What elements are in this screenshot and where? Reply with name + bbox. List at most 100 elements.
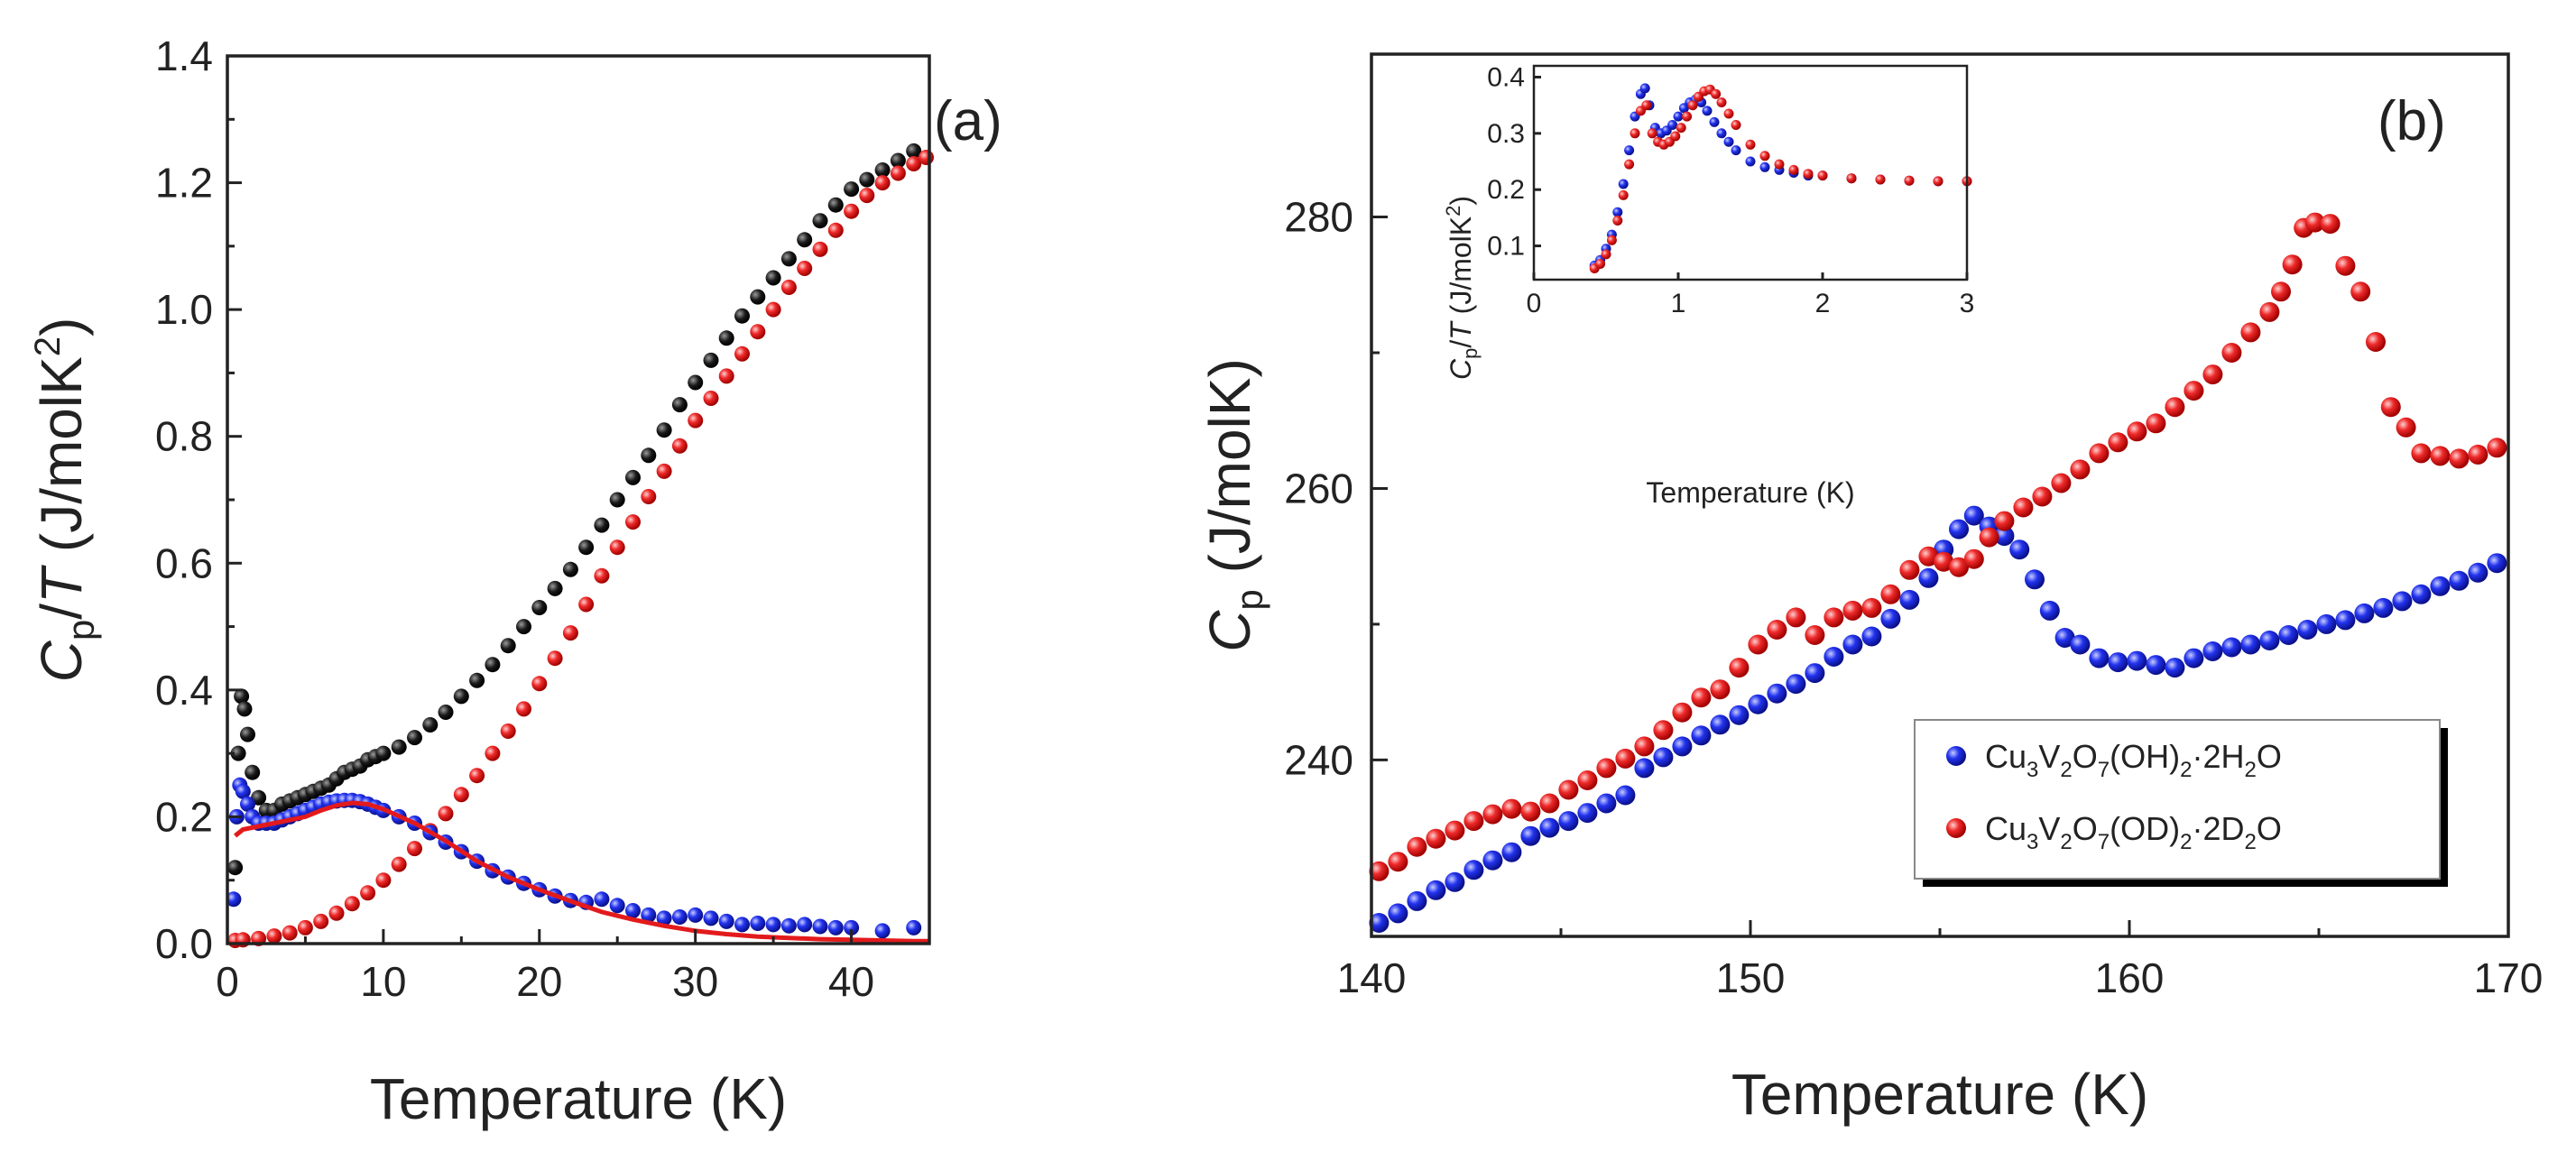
inset-series (1589, 83, 1972, 273)
data-point (1624, 145, 1635, 156)
data-point (1369, 913, 1390, 933)
x-tick-label: 150 (1716, 954, 1786, 1001)
data-point (438, 705, 454, 720)
data-point (1624, 159, 1635, 170)
data-point (1426, 828, 1446, 849)
data-point (531, 676, 548, 692)
legend-marker-od (1946, 818, 1966, 838)
data-point (750, 324, 766, 340)
data-point (1759, 161, 1770, 172)
panel-b-y-axis-title: Cp (J/molK) (1197, 358, 1270, 652)
data-point (1745, 139, 1756, 150)
data-point (1670, 131, 1681, 142)
data-point (1595, 259, 1606, 269)
data-point (2165, 658, 2185, 678)
data-point (641, 489, 657, 504)
data-point (1880, 584, 1901, 604)
data-point (890, 165, 906, 181)
x-tick-label: 3 (1960, 289, 1975, 318)
y-tick-label: 280 (1284, 194, 1353, 241)
data-point (2127, 650, 2147, 671)
data-point (671, 397, 688, 413)
data-point (718, 368, 734, 384)
data-point (236, 701, 253, 717)
data-point (625, 903, 641, 918)
data-point (2380, 397, 2401, 418)
data-point (812, 213, 828, 229)
data-point (391, 856, 407, 872)
data-point (245, 764, 261, 780)
data-point (2350, 281, 2371, 302)
y-tick-label: 0.6 (155, 539, 213, 586)
y-tick-label: 0.2 (1487, 175, 1525, 205)
legend-box (1914, 719, 2441, 880)
x-tick-label: 40 (828, 958, 874, 1005)
data-point (1691, 687, 1712, 708)
inset-x-axis-title: Temperature (K) (1646, 476, 1854, 509)
data-point (1899, 589, 1920, 610)
data-point (1618, 189, 1629, 200)
data-point (360, 885, 376, 901)
data-point (2373, 597, 2394, 618)
data-point (297, 919, 313, 935)
data-point (1673, 111, 1684, 122)
data-point (2184, 648, 2204, 668)
data-point (2316, 613, 2337, 634)
data-point (516, 619, 531, 635)
data-point (874, 162, 891, 178)
data-point (1904, 175, 1915, 186)
data-point (890, 152, 906, 169)
data-point (1482, 804, 1503, 825)
data-point (827, 919, 844, 935)
data-point (2108, 432, 2128, 453)
data-point (2282, 254, 2303, 275)
data-point (1748, 634, 1768, 655)
data-point (1745, 156, 1756, 167)
data-point (485, 745, 501, 761)
y-tick-label: 0.2 (155, 793, 213, 840)
legend-label-od: Cu3V2O7(OD)2·2D2O (1985, 810, 2282, 854)
data-point (734, 308, 750, 324)
y-tick-label: 1.2 (155, 160, 213, 207)
data-point (1606, 235, 1617, 245)
data-point (1667, 120, 1678, 130)
data-point (1691, 725, 1712, 746)
data-point (1786, 607, 1806, 628)
data-point (859, 188, 875, 204)
data-point (375, 872, 392, 889)
data-point (2335, 255, 2356, 276)
data-point (1596, 758, 1617, 779)
x-tick-label: 170 (2474, 954, 2544, 1001)
data-point (1979, 527, 1999, 548)
data-point (703, 910, 719, 926)
data-point (656, 422, 672, 438)
data-point (1426, 880, 1446, 900)
data-point (1702, 106, 1713, 116)
data-point (1672, 736, 1693, 757)
data-point (2089, 443, 2110, 464)
data-point (874, 923, 891, 939)
x-tick-label: 2 (1815, 289, 1831, 318)
data-point (266, 928, 282, 945)
data-point (1817, 170, 1828, 181)
data-point (485, 657, 501, 673)
data-point (1676, 123, 1686, 134)
data-point (859, 171, 875, 188)
data-point (1786, 674, 1806, 695)
data-point (422, 717, 439, 733)
data-point (1963, 548, 1984, 569)
data-point (2304, 212, 2325, 233)
data-point (2396, 417, 2416, 438)
panel-b-label: (b) (2377, 90, 2446, 152)
data-point (844, 203, 860, 219)
data-point (2366, 332, 2386, 352)
legend-label-oh: Cu3V2O7(OH)2·2H2O (1985, 738, 2282, 782)
data-point (1682, 111, 1693, 122)
data-point (688, 412, 704, 429)
data-point (1520, 801, 1541, 822)
data-point (1711, 88, 1722, 99)
data-point (1842, 600, 1863, 621)
data-point (1949, 557, 1969, 577)
data-point (2051, 473, 2072, 493)
data-point (906, 919, 922, 935)
